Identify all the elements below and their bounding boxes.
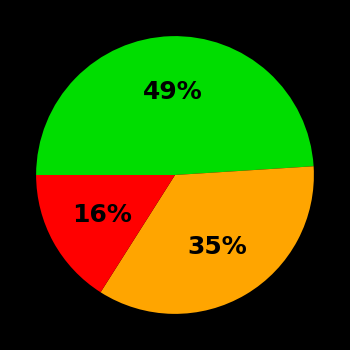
Text: 16%: 16% — [72, 203, 132, 227]
Wedge shape — [36, 175, 175, 292]
Wedge shape — [36, 36, 314, 175]
Text: 49%: 49% — [142, 80, 202, 104]
Wedge shape — [100, 166, 314, 314]
Text: 35%: 35% — [188, 235, 247, 259]
